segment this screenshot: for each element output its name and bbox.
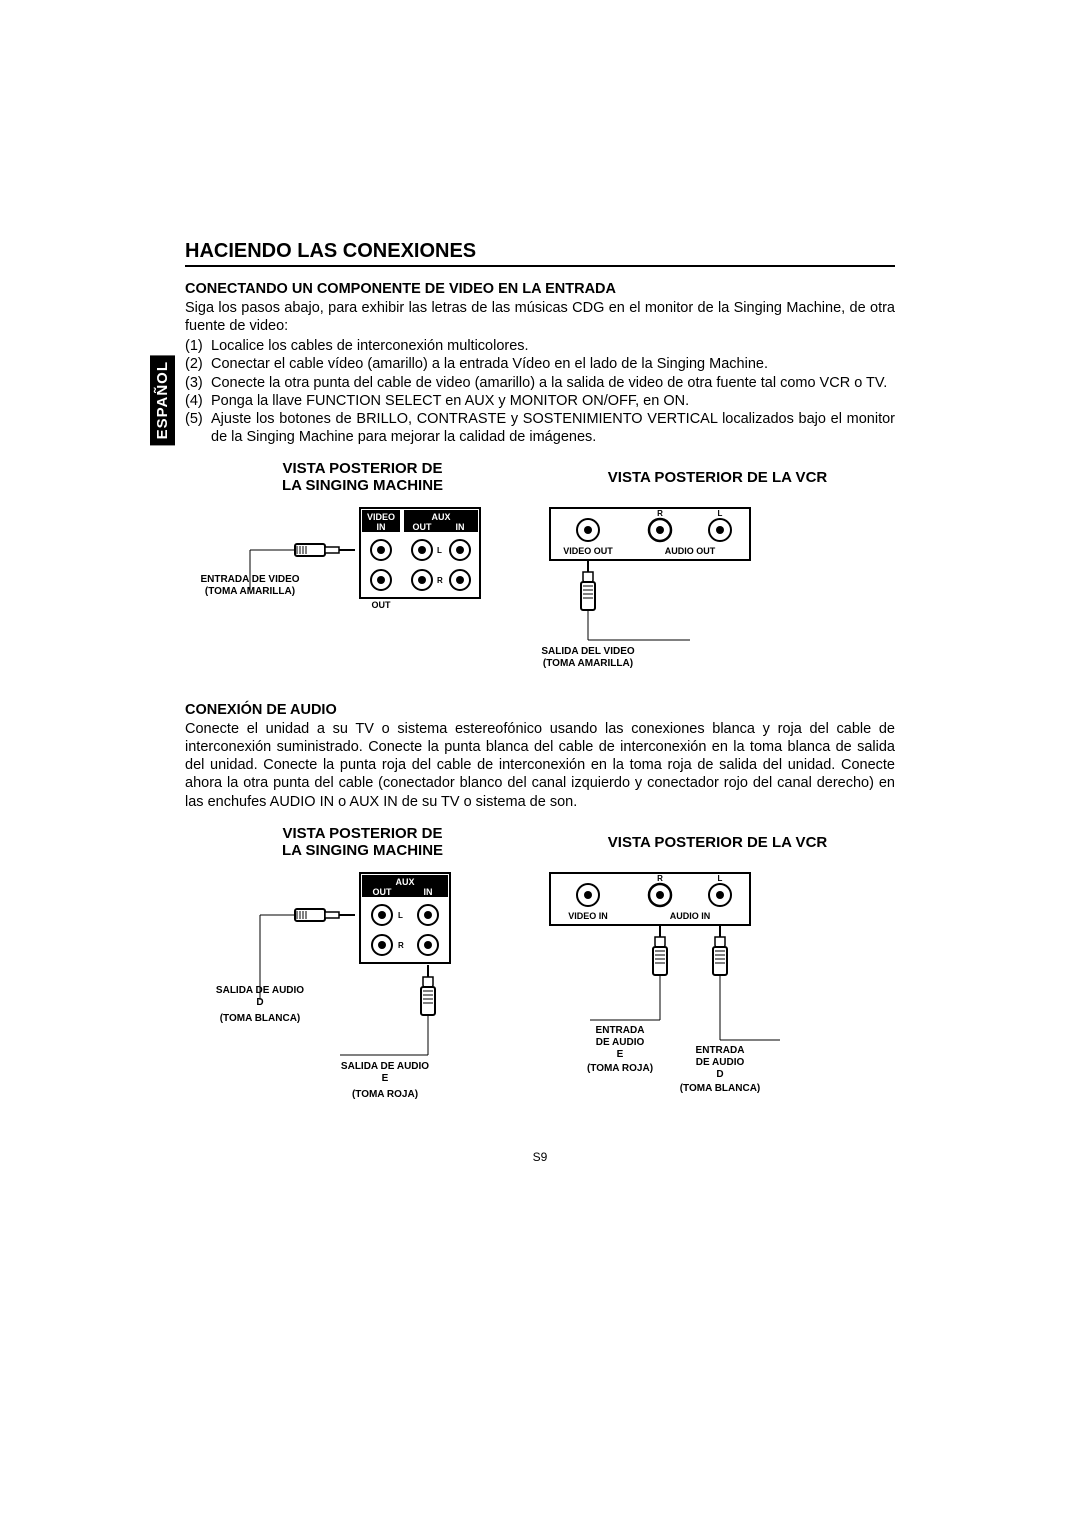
list-item: Conecte la otra punta del cable de video…: [211, 374, 895, 392]
diagram1-left-title: VISTA POSTERIOR DE LA SINGING MACHINE: [185, 460, 540, 494]
label-l: L: [718, 509, 723, 518]
section1-list: (1)Localice los cables de interconexión …: [185, 337, 895, 446]
diagram2-right-title: VISTA POSTERIOR DE LA VCR: [540, 825, 895, 859]
diagram1-right-title: VISTA POSTERIOR DE LA VCR: [540, 460, 895, 494]
rca-plug-icon: [421, 965, 435, 1015]
list-item: Localice los cables de interconexión mul…: [211, 337, 895, 355]
label-out: OUT: [372, 600, 392, 610]
label-entrada-d: ENTRADA: [696, 1045, 745, 1056]
label-salida-d: SALIDA DE AUDIO: [216, 985, 304, 996]
label-entrada-d2: DE AUDIO: [696, 1057, 745, 1068]
label-salida-e: SALIDA DE AUDIO: [341, 1061, 429, 1072]
label-l: L: [437, 546, 442, 555]
label-toma-amarilla: (TOMA AMARILLA): [205, 586, 295, 597]
diagram2-left-title: VISTA POSTERIOR DE LA SINGING MACHINE: [185, 825, 540, 859]
singing-machine-panel: AUX OUT IN L R: [360, 873, 450, 963]
label-video-out: VIDEO OUT: [563, 546, 613, 556]
list-item: Ponga la llave FUNCTION SELECT en AUX y …: [211, 392, 895, 410]
rca-plug-icon: [653, 925, 667, 975]
label-e: E: [617, 1049, 624, 1060]
section1-intro: Siga los pasos abajo, para exhibir las l…: [185, 299, 895, 335]
label-toma-roja: (TOMA ROJA): [587, 1063, 653, 1074]
singing-machine-panel: VIDEO IN AUX OUT IN L R OUT: [360, 508, 480, 610]
list-item: Ajuste los botones de BRILLO, CONTRASTE …: [211, 410, 895, 446]
label-video: VIDEO: [367, 512, 395, 522]
rca-plug-icon: [295, 544, 355, 556]
rca-plug-icon: [581, 560, 595, 610]
label-audio-out: AUDIO OUT: [665, 546, 716, 556]
section2-heading: CONEXIÓN DE AUDIO: [185, 702, 895, 718]
label-r: R: [437, 576, 443, 585]
label-d: D: [256, 997, 263, 1008]
label-entrada-e2: DE AUDIO: [596, 1037, 645, 1048]
page-title: HACIENDO LAS CONEXIONES: [185, 240, 895, 267]
label-in: IN: [424, 887, 433, 897]
label-entrada-video: ENTRADA DE VIDEO: [200, 574, 299, 585]
language-tab: ESPAÑOL: [150, 355, 175, 445]
label-l: L: [718, 874, 723, 883]
list-num: (3): [185, 374, 211, 392]
label-in: IN: [456, 522, 465, 532]
page-content: HACIENDO LAS CONEXIONES CONECTANDO UN CO…: [185, 240, 895, 1125]
label-out: OUT: [413, 522, 433, 532]
label-toma-amarilla: (TOMA AMARILLA): [543, 658, 633, 669]
diagram2: AUX OUT IN L R SALIDA DE AUDIO D (TO: [185, 865, 895, 1125]
rca-plug-icon: [295, 909, 355, 921]
diagram1: VIDEO IN AUX OUT IN L R OUT: [185, 500, 895, 680]
list-num: (1): [185, 337, 211, 355]
label-salida-video: SALIDA DEL VIDEO: [541, 646, 635, 657]
label-video-in: VIDEO IN: [568, 911, 608, 921]
label-audio-in: AUDIO IN: [670, 911, 711, 921]
label-in: IN: [377, 522, 386, 532]
vcr-panel: R L VIDEO IN AUDIO IN: [550, 873, 750, 925]
label-toma-blanca: (TOMA BLANCA): [680, 1083, 761, 1094]
label-d: D: [716, 1069, 723, 1080]
label-toma-blanca: (TOMA BLANCA): [220, 1013, 301, 1024]
vcr-panel: R L VIDEO OUT AUDIO OUT: [550, 508, 750, 560]
rca-plug-icon: [713, 925, 727, 975]
list-item: Conectar el cable vídeo (amarillo) a la …: [211, 355, 895, 373]
list-num: (2): [185, 355, 211, 373]
label-aux: AUX: [431, 512, 450, 522]
list-num: (5): [185, 410, 211, 446]
label-r: R: [398, 941, 404, 950]
page-number: S9: [185, 1150, 895, 1164]
label-out: OUT: [373, 887, 393, 897]
label-l: L: [398, 911, 403, 920]
label-r: R: [657, 874, 663, 883]
label-aux: AUX: [395, 877, 414, 887]
label-r: R: [657, 509, 663, 518]
section2-body: Conecte el unidad a su TV o sistema este…: [185, 720, 895, 811]
list-num: (4): [185, 392, 211, 410]
label-toma-roja: (TOMA ROJA): [352, 1089, 418, 1100]
label-e: E: [382, 1073, 389, 1084]
section1-heading: CONECTANDO UN COMPONENTE DE VIDEO EN LA …: [185, 281, 895, 297]
label-entrada-e: ENTRADA: [596, 1025, 645, 1036]
